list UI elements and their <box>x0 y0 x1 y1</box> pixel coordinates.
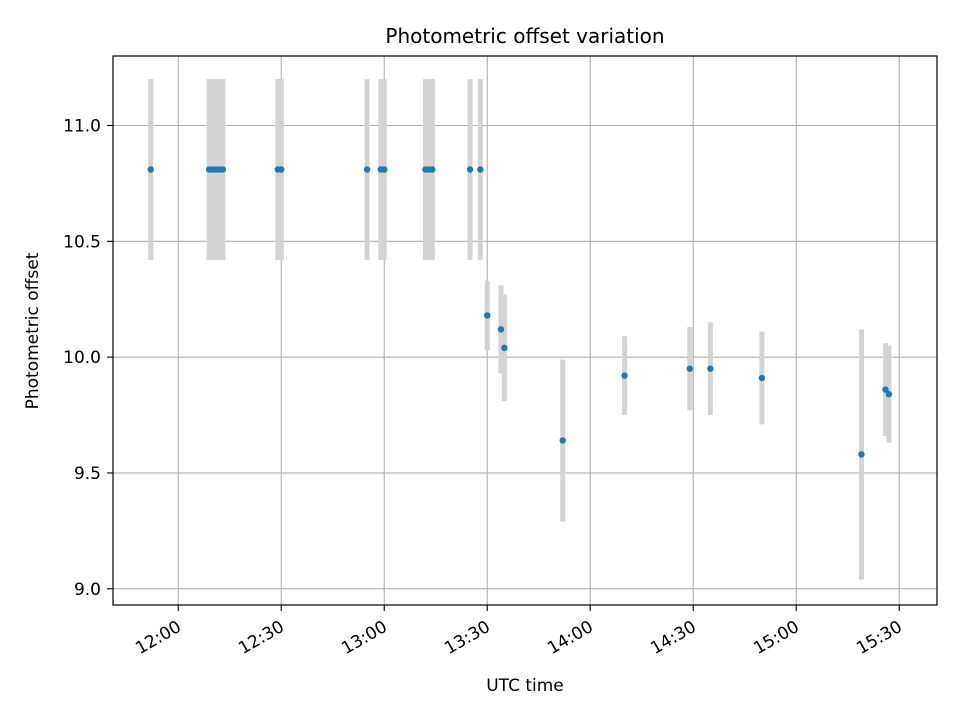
data-point <box>477 166 484 173</box>
data-point <box>497 326 505 333</box>
data-point <box>707 365 714 372</box>
y-axis-label: Photometric offset <box>23 252 43 409</box>
data-point <box>621 372 628 379</box>
data-point <box>686 365 693 372</box>
data-point <box>219 166 227 173</box>
y-tick-label: 11.0 <box>63 116 101 136</box>
x-axis-label: UTC time <box>486 676 564 696</box>
data-point <box>882 386 889 393</box>
chart-title: Photometric offset variation <box>385 24 664 48</box>
y-tick-label: 9.0 <box>74 580 101 600</box>
data-points <box>147 166 893 458</box>
data-point <box>885 391 893 398</box>
data-point <box>501 344 508 352</box>
y-axis-ticks: 9.0 9.5 10.0 10.5 11.0 <box>63 116 113 600</box>
data-point <box>758 374 766 382</box>
data-point <box>484 312 491 319</box>
data-point <box>381 166 388 173</box>
data-point <box>466 166 474 173</box>
data-point <box>559 437 566 444</box>
data-point <box>363 166 371 173</box>
y-tick-label: 10.5 <box>63 232 101 252</box>
data-point <box>858 451 865 458</box>
data-point <box>147 166 154 173</box>
y-tick-label: 9.5 <box>74 464 101 484</box>
data-point <box>429 166 436 173</box>
y-tick-label: 10.0 <box>63 348 101 368</box>
data-point <box>278 166 285 173</box>
plot-area-frame <box>112 55 938 606</box>
